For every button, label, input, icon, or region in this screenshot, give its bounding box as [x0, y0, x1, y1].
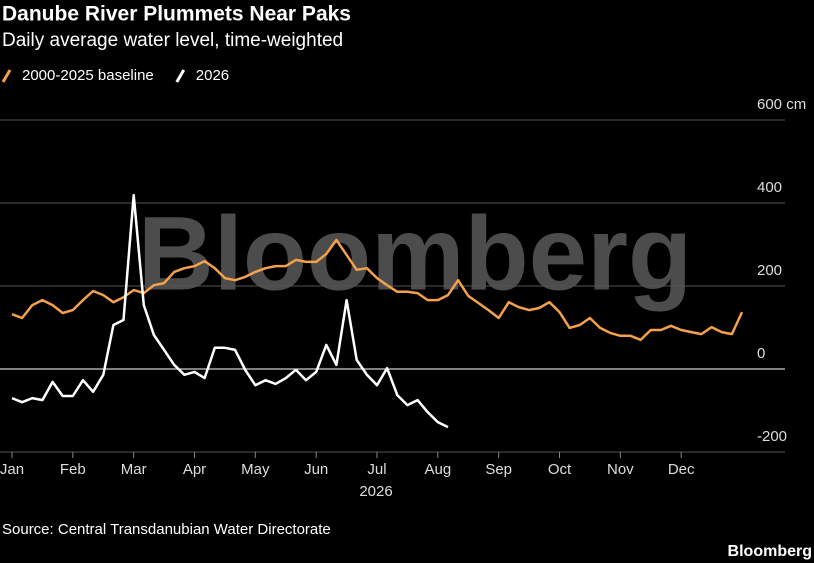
y-tick-label: 200 — [757, 262, 782, 279]
x-tick-label: Dec — [668, 461, 695, 478]
chart-subtitle: Daily average water level, time-weighted — [2, 30, 343, 51]
legend-swatch — [1, 69, 12, 83]
legend-label: 2026 — [196, 67, 229, 84]
x-tick-label: Sep — [485, 461, 512, 478]
x-tick-label: May — [241, 461, 270, 478]
x-tick-label: Nov — [607, 461, 634, 478]
source: Source: Central Transdanubian Water Dire… — [2, 521, 331, 538]
x-tick-label: Jul — [367, 461, 386, 478]
chart-title: Danube River Plummets Near Paks — [2, 3, 351, 26]
series-line — [11, 193, 449, 429]
x-tick-label: Oct — [548, 461, 572, 478]
x-axis-label: 2026 — [359, 483, 392, 500]
watermark: Bloomberg — [138, 196, 692, 313]
y-tick-label: 600 cm — [757, 96, 806, 113]
x-tick-label: Aug — [424, 461, 451, 478]
x-tick-label: Jun — [304, 461, 328, 478]
x-tick-label: Feb — [60, 461, 86, 478]
legend-swatch — [175, 69, 186, 83]
legend-label: 2000-2025 baseline — [22, 67, 154, 84]
x-tick-label: Apr — [183, 461, 206, 478]
series-line — [11, 238, 744, 342]
y-tick-label: 0 — [757, 345, 765, 362]
x-tick-label: Jan — [0, 461, 24, 478]
x-tick-label: Mar — [121, 461, 147, 478]
brand: Bloomberg — [728, 543, 812, 560]
y-tick-label: -200 — [757, 428, 787, 445]
y-tick-label: 400 — [757, 179, 782, 196]
